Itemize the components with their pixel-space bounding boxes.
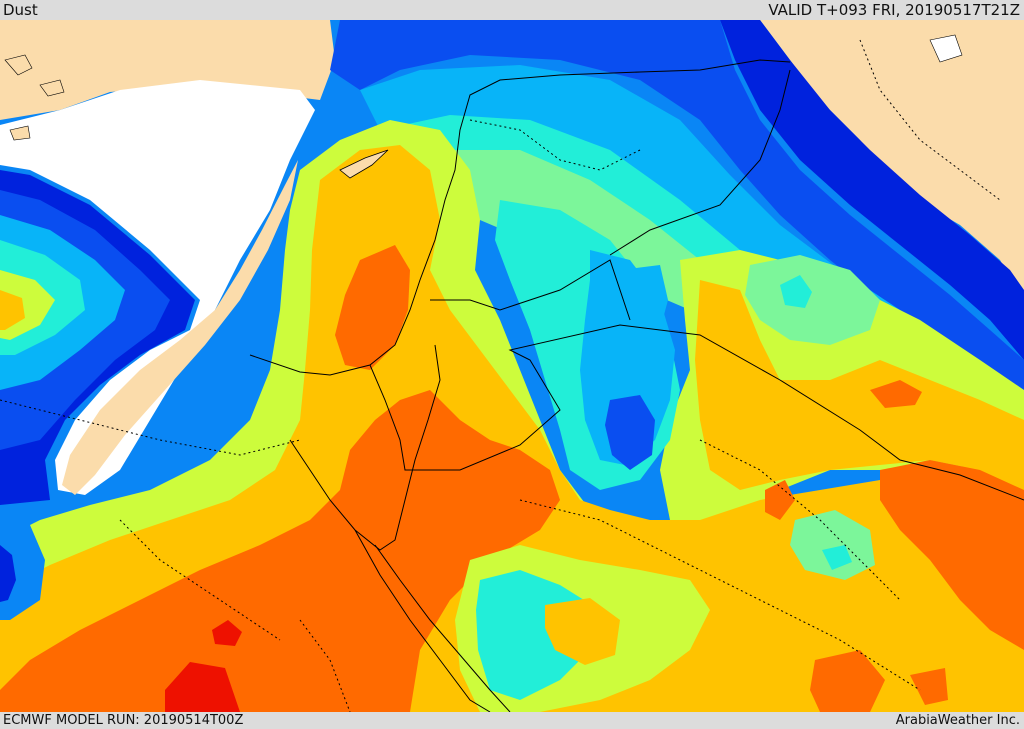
product-title: Dust [3, 1, 38, 19]
land-sinai-tongue [62, 160, 298, 495]
blob-orange-small-1 [870, 380, 922, 408]
blob-orange-levant [335, 245, 410, 370]
coastlines [249, 59, 1024, 712]
blob-red-2 [212, 620, 242, 646]
islands-aegean [4, 54, 65, 141]
band-blue-deep-southwest [0, 545, 16, 602]
land-northeast [760, 20, 1024, 300]
band-blue-north [330, 20, 1024, 420]
blob-mint-east-2 [790, 510, 875, 580]
sea-nodata [0, 80, 315, 495]
footer-bar: ECMWF MODEL RUN: 20190514T00Z ArabiaWeat… [0, 712, 1024, 729]
model-run: ECMWF MODEL RUN: 20190514T00Z [3, 713, 244, 728]
blob-orange-east [880, 460, 1024, 650]
blob-cyan-east-2 [822, 545, 852, 570]
band-blue-deep-east [720, 20, 1024, 360]
land-northwest [0, 20, 335, 120]
band-amber-west [0, 290, 25, 330]
band-amber-east-patch [695, 280, 1024, 490]
blob-cyan-east [780, 275, 812, 308]
band-sky-north [360, 65, 1024, 450]
valid-time: VALID T+093 FRI, 20190517T21Z [768, 1, 1020, 19]
island-cyprus [339, 149, 389, 179]
credit: ArabiaWeather Inc. [895, 713, 1020, 728]
dust-forecast-map [0, 20, 1024, 712]
blob-orange-se-2 [910, 668, 948, 705]
blob-amber-redsea [545, 598, 620, 665]
blob-red-1 [165, 662, 240, 712]
blob-orange-se [810, 650, 885, 712]
blob-orange-small-2 [765, 480, 795, 520]
blob-blue-central [605, 395, 655, 470]
internal-boundaries [0, 39, 1001, 712]
lake-east [929, 34, 963, 63]
band-blue-southwest [0, 520, 45, 620]
blob-sky-north-central [620, 265, 668, 335]
blob-mint-east [745, 255, 880, 345]
header-bar: Dust VALID T+093 FRI, 20190517T21Z [0, 0, 1024, 20]
